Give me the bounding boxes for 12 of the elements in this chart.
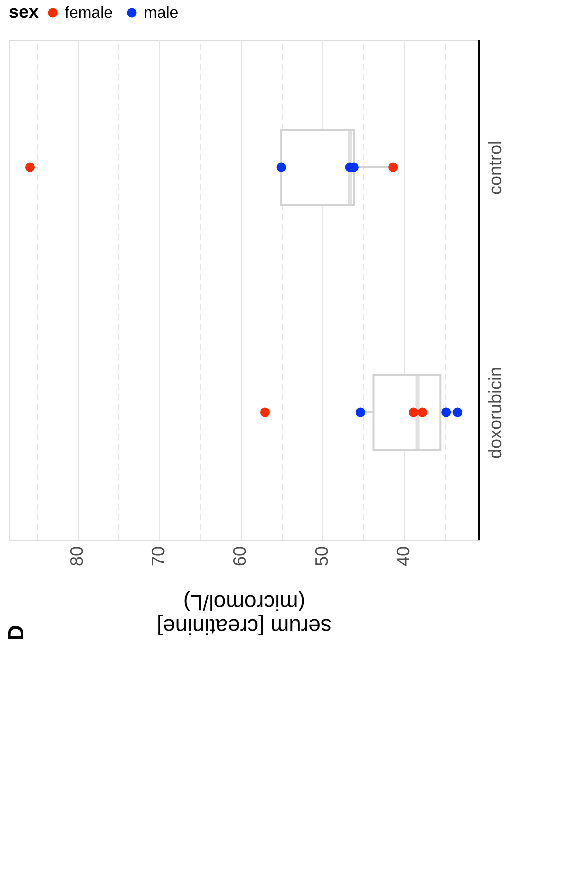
x-axis-title: serum [creatinine] (micromol/L) bbox=[157, 590, 332, 640]
text: D bbox=[3, 625, 28, 642]
x-tick-label: 50 bbox=[312, 546, 332, 567]
x-tick-label: 70 bbox=[148, 546, 169, 567]
legend-label: male bbox=[144, 5, 179, 22]
legend-title: sex bbox=[9, 2, 40, 22]
x-tick-label: 80 bbox=[67, 546, 88, 567]
y-tick-label: control bbox=[486, 140, 506, 196]
x-tick-label: 40 bbox=[393, 546, 414, 567]
x-tick-label: 60 bbox=[230, 546, 250, 567]
y-tick-label: doxorubicin bbox=[486, 366, 506, 460]
legend-label: female bbox=[65, 5, 114, 22]
